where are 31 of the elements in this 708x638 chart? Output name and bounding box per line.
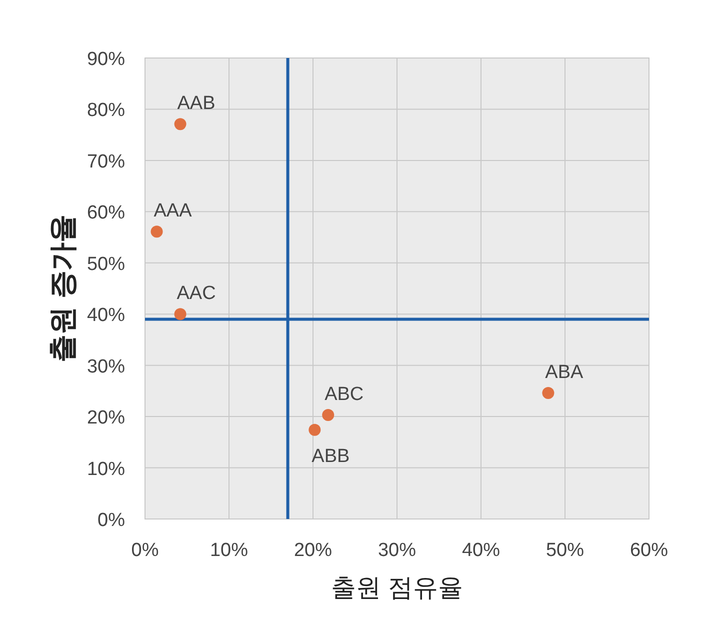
point (150, 226, 163, 238)
y-tick-label: 40% (86, 305, 126, 326)
y-tick-label: 60% (86, 202, 126, 224)
point (542, 386, 554, 399)
y-axis-title: 출원 증가율 (47, 214, 78, 362)
x-tick-label: 30% (378, 540, 416, 561)
x-tick-label: 60% (630, 540, 668, 561)
annotation: ABA (545, 362, 584, 383)
y-tick-label: 30% (86, 356, 126, 378)
point (322, 409, 334, 422)
x-tick-label: 20% (294, 540, 332, 561)
y-tick-label: 20% (86, 408, 126, 429)
point (308, 424, 321, 436)
y-tick-label: 50% (86, 254, 126, 275)
x-tick-label: 10% (210, 540, 248, 561)
annotation: ABB (312, 446, 350, 467)
point (174, 118, 186, 130)
y-tick-label: 70% (86, 151, 126, 172)
y-tick-label: 90% (86, 49, 126, 70)
y-tick-label: 80% (86, 100, 126, 122)
point (174, 308, 186, 320)
annotation: AAC (176, 283, 216, 304)
y-tick-label: 10% (86, 458, 126, 480)
x-tick-label: 50% (546, 540, 584, 561)
annotation: AAA (154, 200, 192, 222)
annotation: AAB (177, 93, 216, 114)
x-axis-title: 출원 점유율 (331, 574, 463, 602)
x-tick-label: 0% (131, 540, 159, 561)
y-tick-label: 0% (98, 510, 126, 531)
annotation: ABC (324, 384, 364, 406)
x-tick-label: 40% (462, 540, 500, 561)
